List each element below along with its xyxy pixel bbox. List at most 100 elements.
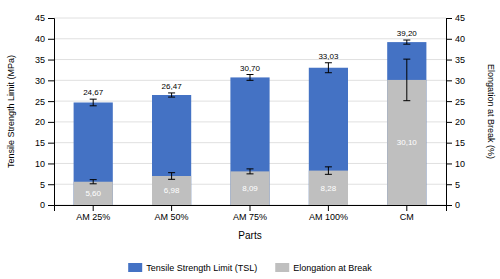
y2-axis: 0 5 10 15 20 25 30 35 40 45	[446, 13, 465, 210]
tick-mark	[48, 143, 54, 144]
tick: 25	[35, 96, 54, 106]
tick: 40	[446, 34, 465, 44]
tick: AM 25%	[76, 205, 110, 222]
bar	[230, 171, 269, 205]
bar	[309, 68, 348, 205]
tick: 25	[446, 96, 465, 106]
error-bar	[403, 59, 410, 101]
axis-line	[48, 19, 55, 206]
tick-label: AM 50%	[155, 212, 189, 222]
tick-label: 35	[455, 55, 465, 65]
tick-label: 35	[35, 55, 45, 65]
tick-mark	[48, 80, 54, 81]
tick-label: 15	[455, 138, 465, 148]
tick-label: 0	[455, 200, 460, 210]
tick-label: 10	[455, 159, 465, 169]
data-label: 26,47	[162, 82, 183, 91]
tick-label: 45	[455, 13, 465, 23]
marks	[74, 40, 427, 205]
tick-label: 20	[455, 117, 465, 127]
tick-label: 20	[35, 117, 45, 127]
error-bar	[90, 99, 97, 106]
chart: 24,6726,4730,7033,0339,205,606,988,098,2…	[0, 0, 500, 279]
axis-line	[55, 206, 447, 212]
y-axis-title: Tensile Strength Limit (MPa)	[6, 55, 16, 168]
tick-mark	[446, 60, 452, 61]
tick-mark	[48, 18, 54, 19]
tick: 45	[35, 13, 54, 23]
bar	[387, 42, 426, 205]
legend-swatch	[275, 263, 289, 272]
tick-label: AM 75%	[233, 212, 267, 222]
tick: AM 75%	[233, 205, 267, 222]
tick-label: AM 100%	[309, 212, 348, 222]
tick-mark	[446, 80, 452, 81]
tick: 35	[446, 55, 465, 65]
data-label: 8,28	[321, 184, 337, 193]
data-label: 5,60	[85, 189, 101, 198]
bar	[74, 102, 113, 205]
legend-item: Tensile Strength Limit (TSL)	[128, 263, 257, 273]
tick: 35	[35, 55, 54, 65]
data-label: 30,10	[397, 138, 418, 147]
tick-mark	[48, 39, 54, 40]
tick: 20	[35, 117, 54, 127]
tick: CM	[400, 205, 414, 222]
tick: 10	[35, 159, 54, 169]
grid	[54, 18, 446, 205]
legend-swatch	[128, 263, 142, 272]
error-bar	[325, 63, 332, 73]
tick-mark	[446, 39, 452, 40]
tick-label: 40	[455, 34, 465, 44]
tick-mark	[48, 184, 54, 185]
bar	[230, 77, 269, 205]
tick: 10	[446, 159, 465, 169]
error-bar	[168, 93, 175, 97]
error-bars	[90, 59, 411, 184]
tick-mark	[171, 205, 172, 211]
data-label: 39,20	[397, 29, 418, 38]
tick: AM 100%	[309, 205, 348, 222]
error-bar	[247, 169, 254, 174]
error-bar	[403, 40, 410, 44]
tick: 5	[40, 180, 54, 190]
error-bar	[90, 180, 97, 184]
data-label: 24,67	[83, 88, 104, 97]
bar	[152, 95, 191, 205]
error-bar	[168, 173, 175, 180]
data-label: 6,98	[164, 186, 180, 195]
tick: 15	[35, 138, 54, 148]
grid-line	[54, 18, 446, 19]
tick: 5	[446, 180, 460, 190]
tick: AM 50%	[155, 205, 189, 222]
tick-label: 25	[35, 96, 45, 106]
tick-mark	[48, 205, 54, 206]
tick: 0	[40, 200, 54, 210]
tick-mark	[446, 163, 452, 164]
tick-mark	[446, 205, 452, 206]
bar	[152, 176, 191, 205]
tick-label: 0	[40, 200, 45, 210]
tick: 45	[446, 13, 465, 23]
tick-mark	[93, 205, 94, 211]
tick-label: 30	[35, 76, 45, 86]
tick: 0	[446, 200, 460, 210]
tick-mark	[48, 60, 54, 61]
legend: Tensile Strength Limit (TSL)Elongation a…	[128, 263, 372, 273]
data-label: 33,03	[318, 52, 339, 61]
error-bar	[325, 167, 332, 174]
bar	[309, 171, 348, 205]
tick-mark	[48, 122, 54, 123]
tick: 30	[446, 76, 465, 86]
series-bars	[74, 80, 427, 205]
tick-label: 25	[455, 96, 465, 106]
tick-label: 30	[455, 76, 465, 86]
tick-label: 5	[40, 180, 45, 190]
tick-label: 15	[35, 138, 45, 148]
tick-mark	[48, 101, 54, 102]
data-label: 8,09	[242, 184, 258, 193]
tick-label: 40	[35, 34, 45, 44]
tick-label: AM 25%	[76, 212, 110, 222]
tick-mark	[446, 143, 452, 144]
grid-line	[54, 38, 446, 39]
